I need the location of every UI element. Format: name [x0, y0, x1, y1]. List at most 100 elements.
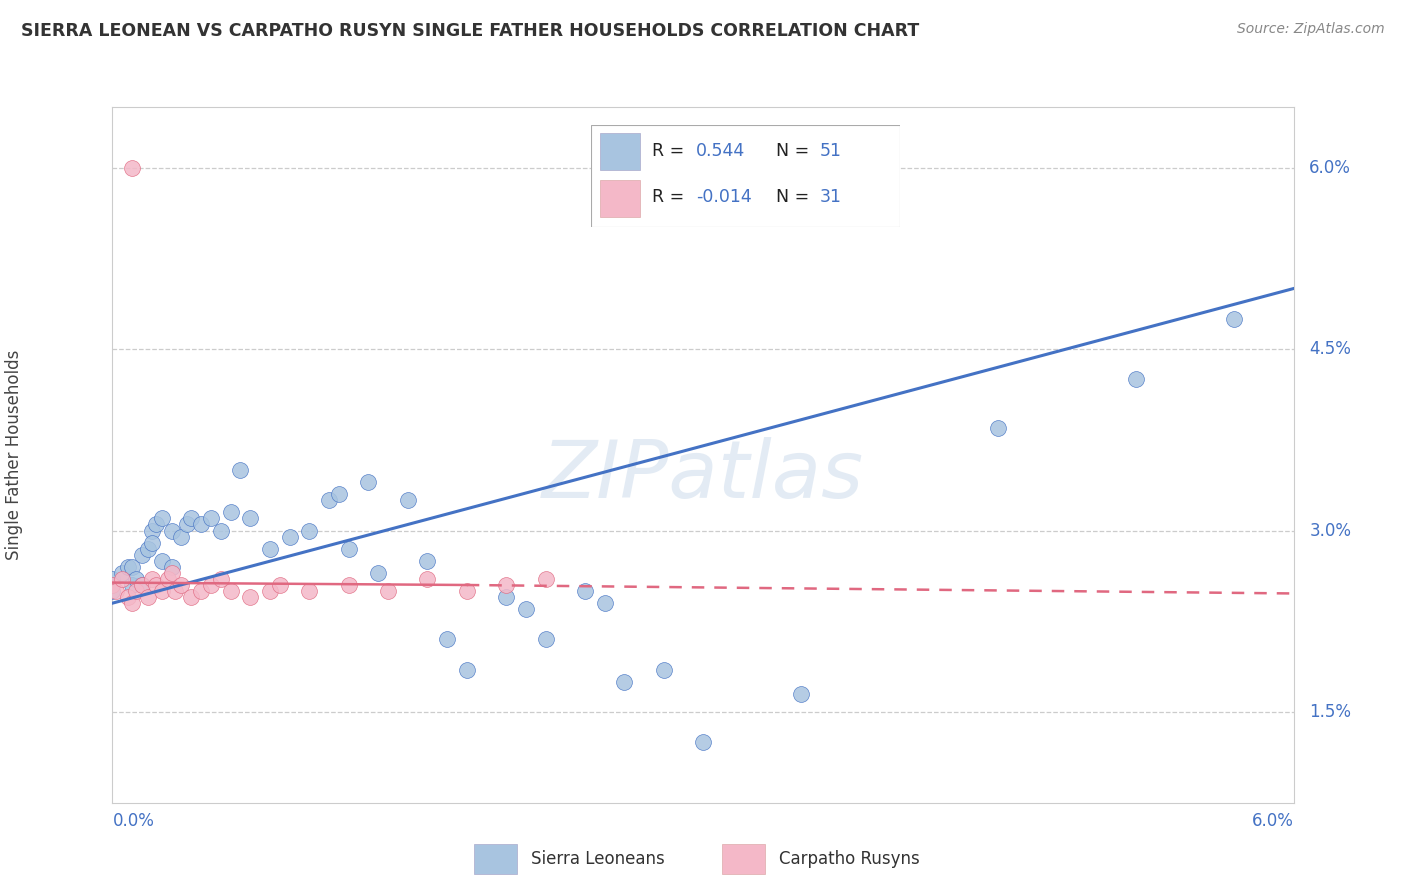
Text: R =: R = [652, 188, 690, 206]
Point [790, 687, 813, 701]
Point [200, 511, 222, 525]
Point [131, 548, 153, 562]
Point [396, 493, 419, 508]
Point [209, 572, 232, 586]
Text: N =: N = [776, 188, 815, 206]
Point [150, 511, 173, 525]
Point [436, 632, 458, 647]
Point [495, 578, 517, 592]
Text: Sierra Leoneans: Sierra Leoneans [531, 849, 665, 868]
Point [259, 584, 281, 599]
Bar [723, 844, 765, 874]
Point [160, 566, 183, 580]
Point [101, 584, 124, 599]
Point [165, 584, 187, 599]
Bar [474, 844, 516, 874]
Point [328, 487, 350, 501]
Point [190, 584, 212, 599]
Point [456, 584, 478, 599]
Point [1125, 372, 1147, 386]
Point [229, 463, 252, 477]
Point [456, 663, 478, 677]
Point [136, 541, 159, 556]
Text: ZIPatlas: ZIPatlas [541, 437, 865, 515]
Point [574, 584, 596, 599]
Bar [600, 180, 640, 218]
Point [652, 663, 675, 677]
Point [101, 572, 124, 586]
Text: SIERRA LEONEAN VS CARPATHO RUSYN SINGLE FATHER HOUSEHOLDS CORRELATION CHART: SIERRA LEONEAN VS CARPATHO RUSYN SINGLE … [21, 22, 920, 40]
Point [145, 517, 167, 532]
Point [131, 578, 153, 592]
Point [337, 541, 360, 556]
Point [180, 511, 202, 525]
Point [1223, 311, 1246, 326]
Text: Carpatho Rusyns: Carpatho Rusyns [779, 849, 921, 868]
Text: Single Father Households: Single Father Households [6, 350, 22, 560]
Point [121, 559, 143, 574]
Point [219, 505, 242, 519]
Point [416, 554, 439, 568]
Text: 0.0%: 0.0% [112, 813, 155, 830]
Text: Source: ZipAtlas.com: Source: ZipAtlas.com [1237, 22, 1385, 37]
Point [337, 578, 360, 592]
Point [298, 524, 321, 538]
Text: 6.0%: 6.0% [1251, 813, 1294, 830]
Point [534, 632, 557, 647]
FancyBboxPatch shape [591, 125, 900, 227]
Point [377, 584, 399, 599]
Text: 0.544: 0.544 [696, 142, 745, 160]
Point [111, 572, 134, 586]
Point [117, 559, 139, 574]
Point [515, 602, 537, 616]
Point [131, 578, 153, 592]
Text: 3.0%: 3.0% [1309, 522, 1351, 540]
Point [141, 535, 163, 549]
Point [111, 566, 134, 580]
Point [219, 584, 242, 599]
Bar [600, 133, 640, 170]
Point [692, 735, 714, 749]
Point [141, 524, 163, 538]
Point [101, 578, 124, 592]
Point [156, 572, 179, 586]
Point [367, 566, 389, 580]
Text: 6.0%: 6.0% [1309, 159, 1351, 177]
Point [613, 674, 636, 689]
Text: 4.5%: 4.5% [1309, 340, 1351, 358]
Point [101, 578, 124, 592]
Point [239, 590, 262, 604]
Point [160, 524, 183, 538]
Text: 51: 51 [820, 142, 841, 160]
Point [176, 517, 198, 532]
Point [534, 572, 557, 586]
Text: 1.5%: 1.5% [1309, 703, 1351, 721]
Point [150, 554, 173, 568]
Point [121, 596, 143, 610]
Point [269, 578, 291, 592]
Point [150, 584, 173, 599]
Point [239, 511, 262, 525]
Point [987, 420, 1010, 434]
Text: 31: 31 [820, 188, 841, 206]
Point [145, 578, 167, 592]
Text: -0.014: -0.014 [696, 188, 751, 206]
Point [180, 590, 202, 604]
Point [357, 475, 380, 490]
Point [170, 578, 193, 592]
Point [259, 541, 281, 556]
Point [200, 578, 222, 592]
Point [318, 493, 340, 508]
Point [593, 596, 616, 610]
Point [121, 578, 143, 592]
Point [125, 572, 148, 586]
Point [160, 559, 183, 574]
Point [117, 590, 139, 604]
Point [495, 590, 517, 604]
Text: N =: N = [776, 142, 815, 160]
Point [105, 584, 128, 599]
Text: R =: R = [652, 142, 690, 160]
Point [170, 530, 193, 544]
Point [121, 161, 143, 175]
Point [209, 524, 232, 538]
